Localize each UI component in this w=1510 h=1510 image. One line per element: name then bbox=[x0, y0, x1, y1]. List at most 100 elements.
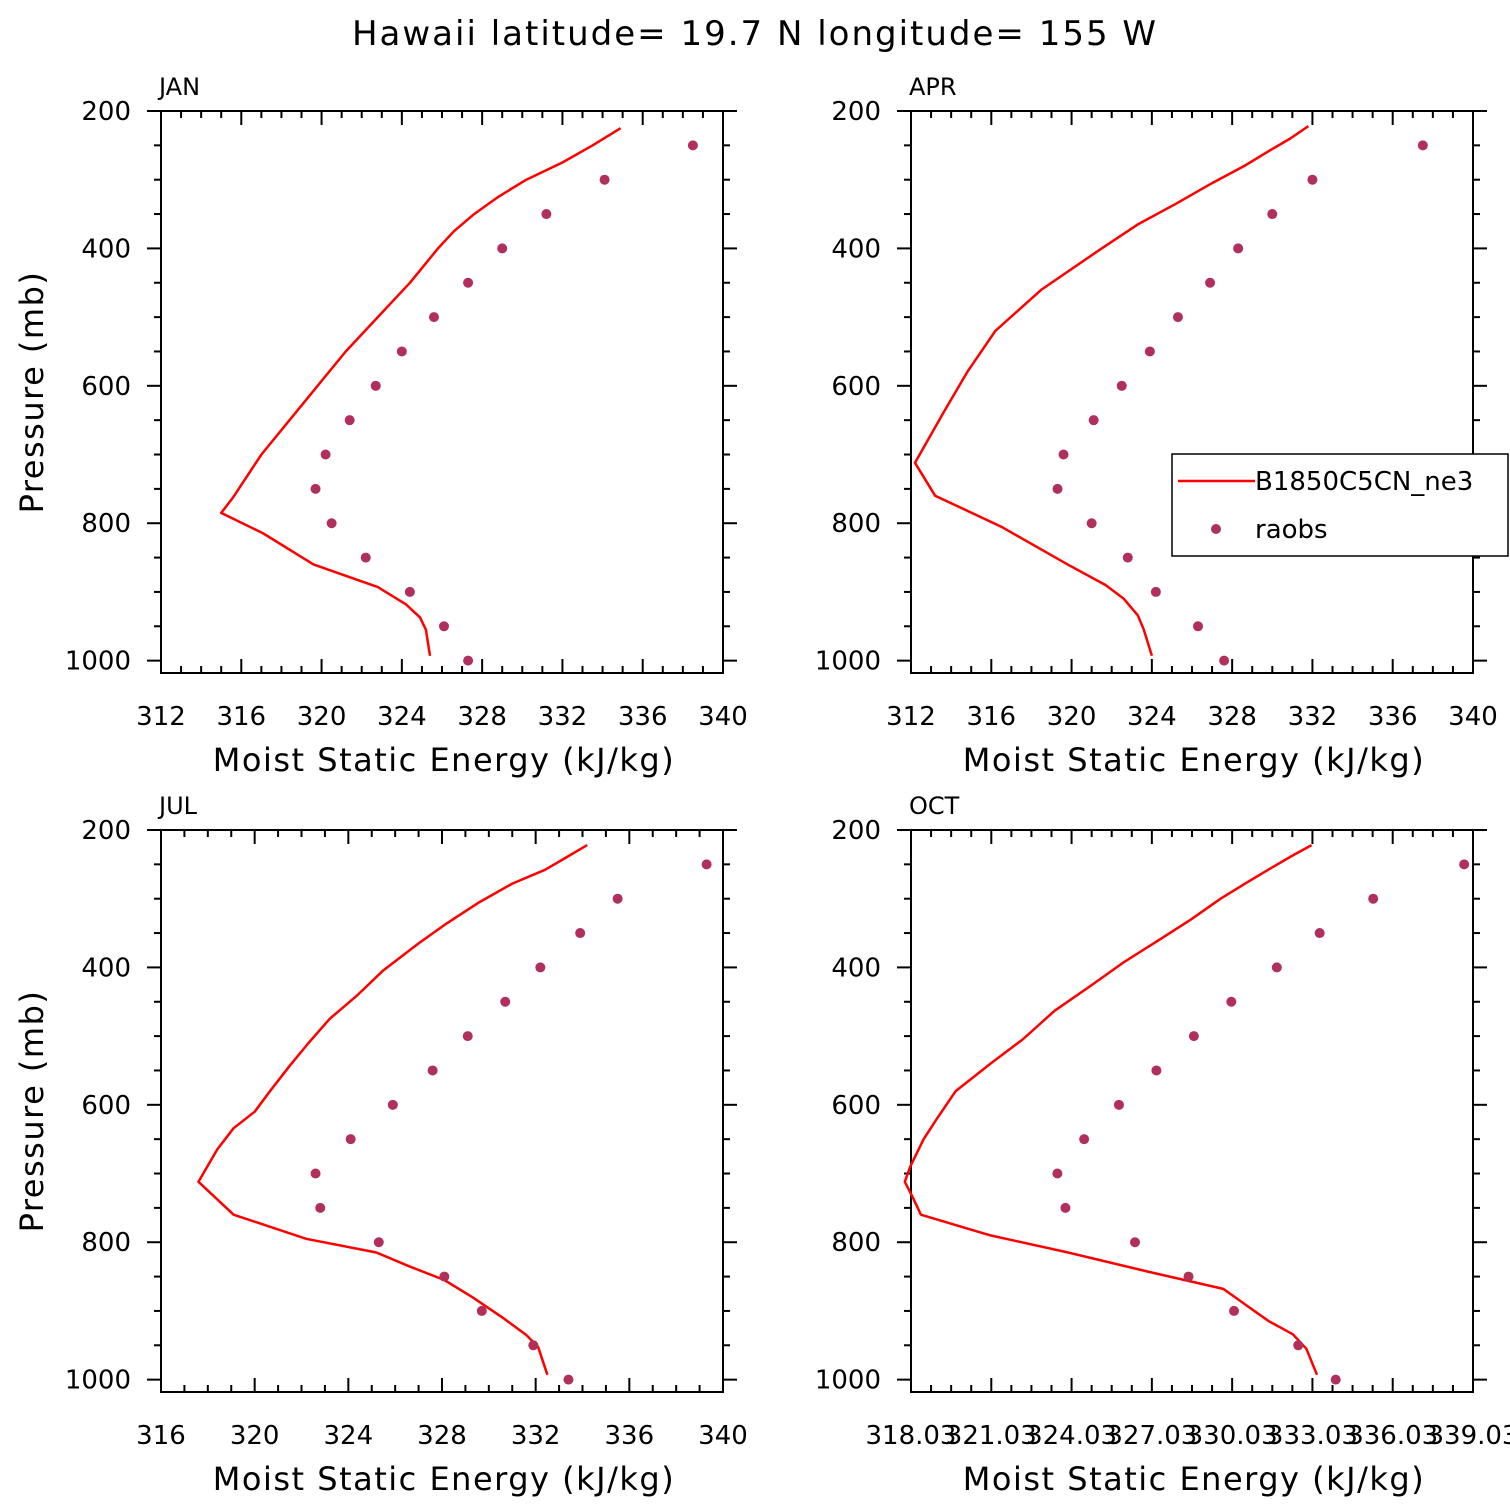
x-tick-label: 316 bbox=[136, 1421, 186, 1451]
y-tick-label: 1000 bbox=[815, 647, 881, 677]
x-tick-label: 336 bbox=[1368, 702, 1418, 732]
raobs-point bbox=[497, 243, 508, 254]
raobs-point bbox=[1205, 277, 1216, 288]
raobs-point bbox=[528, 1340, 539, 1351]
raobs-point bbox=[396, 346, 407, 357]
x-tick-label: 340 bbox=[698, 1421, 748, 1451]
x-tick-label: 339.03 bbox=[1428, 1421, 1510, 1451]
raobs-point bbox=[428, 312, 439, 323]
y-tick-label: 600 bbox=[81, 1091, 131, 1121]
x-tick-label: 320 bbox=[230, 1421, 280, 1451]
raobs-point bbox=[1079, 1134, 1090, 1145]
y-tick-label: 400 bbox=[81, 234, 131, 264]
x-tick-label: 336 bbox=[605, 1421, 655, 1451]
raobs-point bbox=[320, 449, 331, 460]
raobs-point bbox=[1459, 859, 1470, 870]
chart-panels: JAN 312 316 320 324 328 332 336 340 200 400 600 800 1… bbox=[13, 73, 1510, 1498]
y-tick-label: 600 bbox=[81, 372, 131, 402]
raobs-point bbox=[1330, 1374, 1341, 1385]
legend-entry-model: B1850C5CN_ne3 bbox=[1255, 467, 1473, 497]
x-tick-label: 333.03 bbox=[1267, 1421, 1358, 1451]
raobs-point bbox=[310, 483, 321, 494]
raobs-point bbox=[701, 859, 712, 870]
x-tick-label: 318.03 bbox=[866, 1421, 957, 1451]
raobs-point bbox=[1060, 1202, 1071, 1213]
panel-label: JAN bbox=[157, 73, 200, 101]
panel-apr: APR 312 316 320 324 328 332 336 340 200 400 600 800 1… bbox=[815, 73, 1509, 779]
model-profile-line bbox=[219, 127, 622, 656]
x-tick-label: 332 bbox=[511, 1421, 561, 1451]
y-tick-label: 1000 bbox=[65, 1366, 131, 1396]
raobs-point bbox=[387, 1099, 398, 1110]
legend-entry-raobs: raobs bbox=[1255, 515, 1328, 545]
raobs-point bbox=[599, 174, 610, 185]
x-tick-label: 328 bbox=[1207, 702, 1257, 732]
x-tick-label: 312 bbox=[136, 702, 186, 732]
x-tick-label: 324 bbox=[1127, 702, 1177, 732]
x-tick-label: 324.03 bbox=[1026, 1421, 1117, 1451]
raobs-point bbox=[315, 1202, 326, 1213]
legend-box bbox=[1171, 453, 1509, 557]
raobs-point bbox=[439, 1271, 450, 1282]
raobs-point bbox=[1172, 312, 1183, 323]
x-tick-label: 328 bbox=[457, 702, 507, 732]
raobs-point bbox=[535, 962, 546, 973]
raobs-point bbox=[427, 1065, 438, 1076]
raobs-point bbox=[404, 586, 415, 597]
y-tick-label: 400 bbox=[81, 953, 131, 983]
raobs-point bbox=[1052, 483, 1063, 494]
x-tick-label: 336.03 bbox=[1347, 1421, 1438, 1451]
model-profile-line bbox=[913, 125, 1310, 657]
y-tick-label: 200 bbox=[831, 816, 881, 846]
x-tick-label: 324 bbox=[324, 1421, 374, 1451]
y-tick-label: 800 bbox=[831, 509, 881, 539]
raobs-point bbox=[1129, 1237, 1140, 1248]
x-tick-label: 320 bbox=[1047, 702, 1097, 732]
raobs-point bbox=[1151, 1065, 1162, 1076]
x-tick-label: 321.03 bbox=[946, 1421, 1037, 1451]
raobs-point bbox=[1088, 415, 1099, 426]
y-tick-label: 400 bbox=[831, 953, 881, 983]
y-tick-label: 600 bbox=[831, 372, 881, 402]
raobs-point bbox=[360, 552, 371, 563]
raobs-point bbox=[1183, 1271, 1194, 1282]
x-tick-label: 336 bbox=[618, 702, 668, 732]
raobs-point bbox=[687, 140, 698, 151]
raobs-point bbox=[439, 621, 450, 632]
x-tick-label: 320 bbox=[297, 702, 347, 732]
raobs-point bbox=[1058, 449, 1069, 460]
x-tick-label: 330.03 bbox=[1187, 1421, 1278, 1451]
raobs-point bbox=[345, 1134, 356, 1145]
panel-label: OCT bbox=[909, 792, 960, 820]
x-tick-label: 312 bbox=[886, 702, 936, 732]
raobs-point bbox=[1052, 1168, 1063, 1179]
raobs-point bbox=[463, 277, 474, 288]
panel-oct: OCT318.03321.03324.03327.03330.03333.033… bbox=[815, 792, 1510, 1498]
panel-label: APR bbox=[909, 73, 957, 101]
raobs-point bbox=[310, 1168, 321, 1179]
x-tick-label: 340 bbox=[1448, 702, 1498, 732]
x-tick-label: 324 bbox=[377, 702, 427, 732]
legend-point-swatch bbox=[1211, 524, 1221, 534]
raobs-point bbox=[1226, 996, 1237, 1007]
x-axis-title: Moist Static Energy (kJ/kg) bbox=[213, 1460, 675, 1498]
x-axis-title: Moist Static Energy (kJ/kg) bbox=[963, 741, 1425, 779]
raobs-point bbox=[1233, 243, 1244, 254]
panel-jan: JAN 312 316 320 324 328 332 336 340 200 400 600 800 1… bbox=[13, 73, 748, 779]
raobs-point bbox=[1144, 346, 1155, 357]
raobs-point bbox=[1122, 552, 1133, 563]
raobs-point bbox=[500, 996, 511, 1007]
y-axis-title: Pressure (mb) bbox=[13, 271, 51, 514]
x-tick-label: 328 bbox=[417, 1421, 467, 1451]
plot-frame bbox=[160, 829, 724, 1393]
raobs-point bbox=[1113, 1099, 1124, 1110]
raobs-point bbox=[1116, 380, 1127, 391]
raobs-point bbox=[1314, 928, 1325, 939]
y-tick-label: 200 bbox=[81, 97, 131, 127]
raobs-point bbox=[344, 415, 355, 426]
y-tick-label: 600 bbox=[831, 1091, 881, 1121]
raobs-point bbox=[1368, 893, 1379, 904]
model-profile-line bbox=[197, 844, 588, 1376]
